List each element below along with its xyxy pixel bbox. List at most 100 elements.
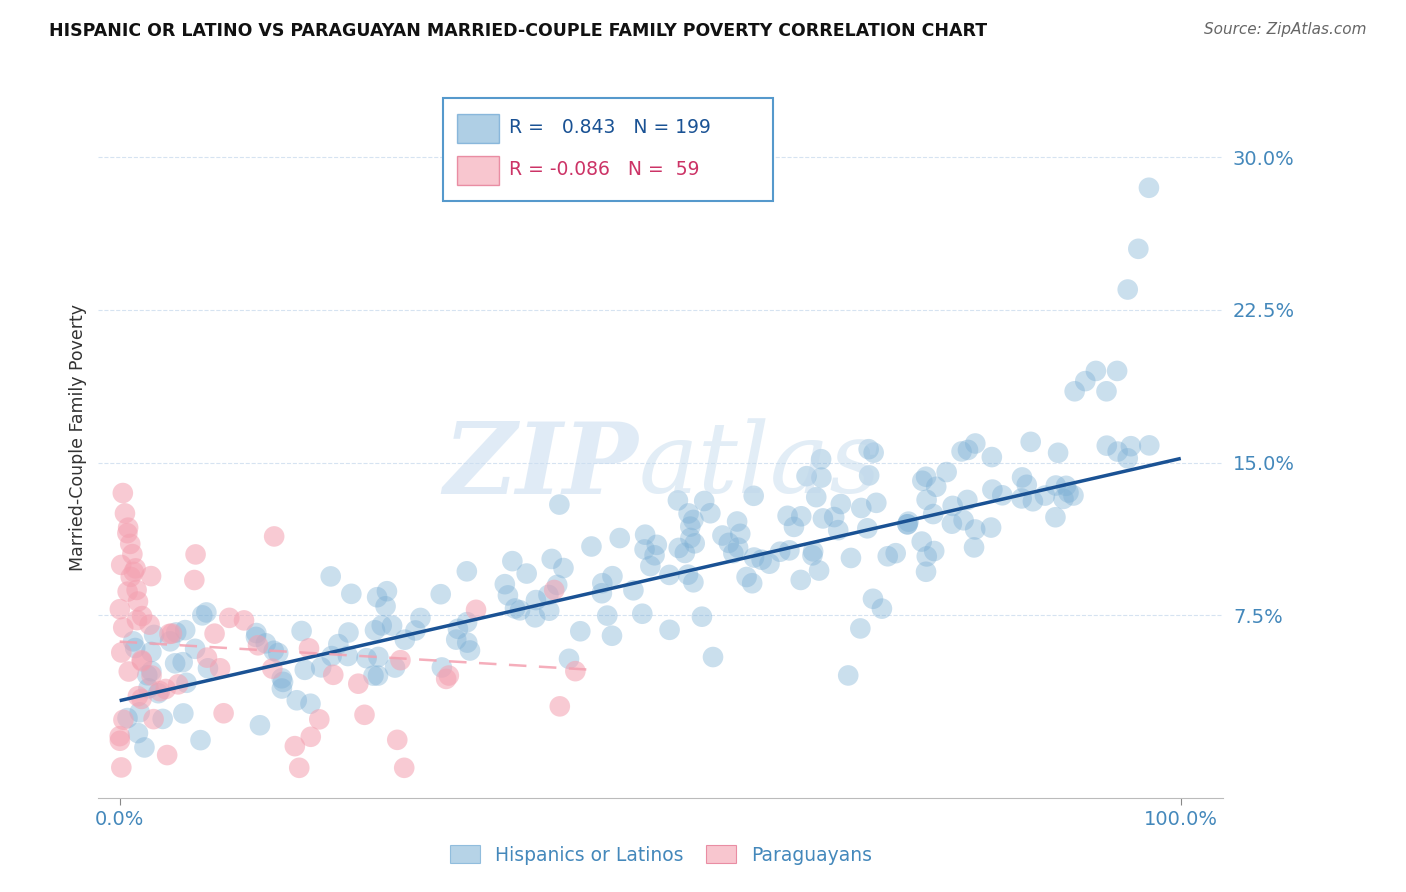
Point (389, 653, 412, 667)
Point (640, 559, 662, 574)
Point (394, 632, 416, 647)
Point (197, 661, 219, 675)
Point (288, 761, 311, 775)
Point (915, 469, 938, 483)
Point (728, 526, 751, 541)
Point (165, 625, 187, 640)
Point (1054, 479, 1077, 493)
Point (120, 537, 142, 551)
Point (751, 552, 773, 566)
Point (956, 492, 979, 507)
Point (935, 465, 957, 479)
Point (849, 622, 872, 636)
Point (291, 624, 314, 638)
Point (1057, 485, 1080, 500)
Point (941, 516, 963, 531)
Text: R =   0.843   N = 199: R = 0.843 N = 199 (509, 118, 711, 137)
Point (156, 747, 179, 762)
Point (447, 622, 470, 636)
Point (270, 681, 292, 696)
Point (965, 436, 987, 450)
Point (790, 573, 813, 587)
Point (503, 601, 526, 615)
Point (127, 594, 149, 608)
Point (384, 660, 406, 674)
Point (633, 542, 655, 557)
Point (125, 582, 148, 597)
Point (679, 531, 702, 545)
Point (823, 510, 845, 524)
Point (465, 603, 488, 617)
Point (117, 526, 139, 541)
Point (956, 442, 979, 457)
Point (124, 561, 146, 575)
Point (284, 739, 307, 753)
Point (111, 486, 134, 500)
Point (143, 628, 166, 642)
Point (699, 506, 721, 520)
Point (136, 668, 159, 682)
Point (366, 591, 388, 605)
Point (862, 591, 884, 606)
Point (501, 554, 523, 568)
Point (952, 513, 974, 527)
Point (183, 573, 205, 587)
Point (1047, 446, 1070, 460)
Point (127, 726, 149, 740)
Point (117, 584, 139, 599)
Point (204, 626, 226, 640)
Point (644, 549, 666, 563)
Point (537, 588, 560, 602)
Point (546, 578, 568, 592)
Point (735, 570, 758, 584)
Point (141, 664, 163, 678)
Point (658, 568, 681, 582)
Point (299, 697, 322, 711)
Point (1019, 434, 1042, 449)
Point (138, 617, 160, 632)
Point (409, 611, 432, 625)
Point (862, 445, 884, 459)
Point (148, 686, 170, 700)
Point (725, 515, 748, 529)
Point (319, 569, 342, 583)
Point (114, 507, 136, 521)
Point (1128, 242, 1150, 256)
Point (602, 569, 624, 583)
Text: HISPANIC OR LATINO VS PARAGUAYAN MARRIED-COUPLE FAMILY POVERTY CORRELATION CHART: HISPANIC OR LATINO VS PARAGUAYAN MARRIED… (49, 22, 987, 40)
Point (139, 569, 162, 583)
Point (108, 729, 131, 743)
Point (1116, 283, 1139, 297)
Point (110, 558, 132, 572)
Point (810, 470, 832, 484)
Point (285, 693, 308, 707)
Point (981, 483, 1004, 497)
Point (591, 576, 613, 591)
Point (679, 519, 702, 533)
Point (112, 713, 135, 727)
Point (112, 621, 135, 635)
Point (1074, 374, 1097, 388)
Point (494, 577, 516, 591)
Point (340, 587, 363, 601)
Point (1062, 488, 1084, 502)
Point (165, 657, 187, 671)
Point (634, 527, 657, 541)
Point (212, 706, 235, 721)
Point (1011, 470, 1033, 484)
Point (321, 649, 343, 664)
Point (776, 508, 799, 523)
Point (915, 565, 938, 579)
Point (884, 546, 907, 560)
Point (172, 655, 194, 669)
Point (922, 544, 945, 558)
Point (717, 536, 740, 550)
Point (195, 650, 218, 665)
Point (131, 609, 153, 624)
Point (184, 548, 207, 562)
Point (911, 534, 934, 549)
Point (553, 561, 575, 575)
Point (367, 649, 389, 664)
Point (1052, 491, 1074, 506)
Point (233, 614, 256, 628)
